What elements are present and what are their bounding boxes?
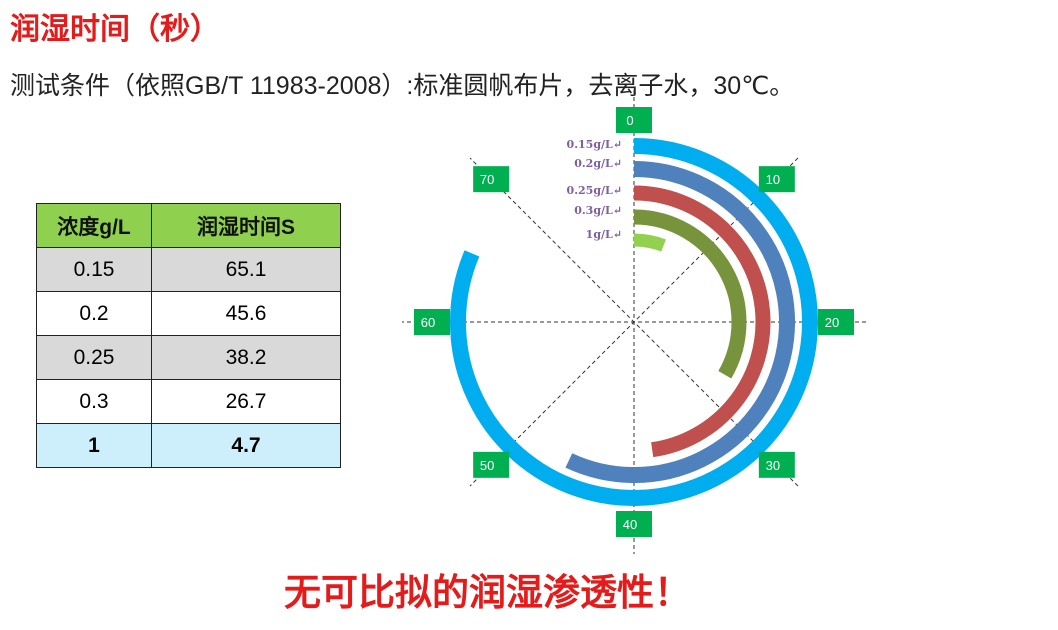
concentration-cell: 1 <box>36 423 152 468</box>
wetting-time-cell: 65.1 <box>151 247 341 292</box>
tick-label-box <box>473 166 510 193</box>
header-concentration: 浓度g/L <box>36 203 152 248</box>
series-label: 0.3g/L↵ <box>574 204 622 217</box>
concentration-cell: 0.15 <box>36 247 152 292</box>
wetting-time-cell: 26.7 <box>151 379 341 424</box>
tick-label: 10 <box>766 172 780 187</box>
wetting-time-cell: 4.7 <box>151 423 341 468</box>
table-header-row: 浓度g/L 润湿时间S <box>36 203 341 248</box>
tick-label: 30 <box>766 458 780 473</box>
table-row: 0.3 26.7 <box>36 379 341 424</box>
tick-label-box <box>758 166 795 193</box>
series-arc <box>633 185 771 458</box>
series-label: 0.2g/L↵ <box>574 157 622 170</box>
tick-label-box <box>758 451 795 478</box>
series-label: 0.25g/L↵ <box>567 184 622 197</box>
tick-label: 50 <box>480 458 494 473</box>
concentration-cell: 0.3 <box>36 379 152 424</box>
tick-label-box <box>414 309 450 335</box>
concentration-cell: 0.25 <box>36 335 152 380</box>
tick-label-box <box>616 511 652 537</box>
header-wetting-time: 润湿时间S <box>151 203 341 248</box>
series-arc <box>633 233 666 252</box>
tick-label: 70 <box>480 172 494 187</box>
wetting-time-cell: 45.6 <box>151 291 341 336</box>
tick-label: 40 <box>623 517 637 532</box>
slogan: 无可比拟的润湿渗透性！ <box>284 572 691 613</box>
series-arc <box>565 161 795 483</box>
wetting-time-cell: 38.2 <box>151 335 341 380</box>
table-row: 1 4.7 <box>36 423 341 468</box>
table-row: 0.15 65.1 <box>36 247 341 292</box>
table-row: 0.25 38.2 <box>36 335 341 380</box>
tick-label: 0 <box>626 113 633 128</box>
tick-label: 60 <box>421 315 435 330</box>
test-conditions: 测试条件（依照GB/T 11983-2008）:标准圆帆布片，去离子水，30℃。 <box>10 72 795 100</box>
series-arc <box>633 209 747 379</box>
series-arc <box>450 138 818 506</box>
tick-label: 20 <box>825 315 839 330</box>
page-title: 润湿时间（秒） <box>10 13 220 46</box>
series-label: 0.15g/L↵ <box>567 138 622 151</box>
concentration-cell: 0.2 <box>36 291 152 336</box>
tick-label-box <box>818 309 854 335</box>
data-table: 浓度g/L 润湿时间S 0.15 65.1 0.2 45.6 0.25 38.2… <box>36 203 341 468</box>
series-label: 1g/L↵ <box>586 228 622 241</box>
table-row: 0.2 45.6 <box>36 291 341 336</box>
tick-label-box <box>616 107 652 133</box>
tick-label-box <box>473 451 510 478</box>
